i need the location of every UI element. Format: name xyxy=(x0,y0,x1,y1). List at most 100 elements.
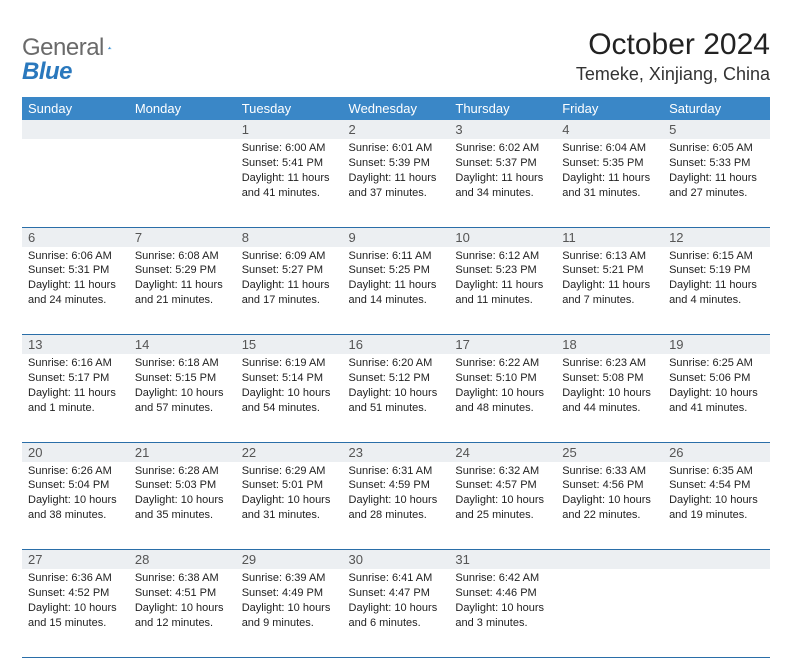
sunset-text: Sunset: 5:21 PM xyxy=(562,263,657,278)
day-number xyxy=(22,120,129,139)
day-cell: Sunrise: 6:05 AMSunset: 5:33 PMDaylight:… xyxy=(663,139,770,227)
brand-logo: General xyxy=(22,28,132,62)
day-cell-content: Sunrise: 6:42 AMSunset: 4:46 PMDaylight:… xyxy=(455,569,550,630)
sunset-text: Sunset: 5:37 PM xyxy=(455,156,550,171)
day-number: 5 xyxy=(663,120,770,139)
day-cell: Sunrise: 6:28 AMSunset: 5:03 PMDaylight:… xyxy=(129,462,236,550)
day-number: 23 xyxy=(343,442,450,462)
day-cell: Sunrise: 6:23 AMSunset: 5:08 PMDaylight:… xyxy=(556,354,663,442)
sunset-text: Sunset: 4:49 PM xyxy=(242,586,337,601)
day-cell: Sunrise: 6:32 AMSunset: 4:57 PMDaylight:… xyxy=(449,462,556,550)
day-cell: Sunrise: 6:25 AMSunset: 5:06 PMDaylight:… xyxy=(663,354,770,442)
sunrise-text: Sunrise: 6:01 AM xyxy=(349,141,444,156)
sunset-text: Sunset: 5:03 PM xyxy=(135,478,230,493)
day-cell: Sunrise: 6:16 AMSunset: 5:17 PMDaylight:… xyxy=(22,354,129,442)
day-cell: Sunrise: 6:08 AMSunset: 5:29 PMDaylight:… xyxy=(129,247,236,335)
calendar-table: SundayMondayTuesdayWednesdayThursdayFrid… xyxy=(22,97,770,658)
day-cell xyxy=(556,569,663,657)
day-cell: Sunrise: 6:11 AMSunset: 5:25 PMDaylight:… xyxy=(343,247,450,335)
daynum-row: 6789101112 xyxy=(22,227,770,247)
calendar-head: SundayMondayTuesdayWednesdayThursdayFrid… xyxy=(22,97,770,120)
daylight-text: Daylight: 10 hours and 9 minutes. xyxy=(242,601,337,631)
day-cell-content: Sunrise: 6:33 AMSunset: 4:56 PMDaylight:… xyxy=(562,462,657,523)
sunrise-text: Sunrise: 6:12 AM xyxy=(455,249,550,264)
content-row: Sunrise: 6:36 AMSunset: 4:52 PM Daylight:… xyxy=(22,569,770,657)
day-cell: Sunrise: 6:01 AMSunset: 5:39 PMDaylight:… xyxy=(343,139,450,227)
sunrise-text: Sunrise: 6:33 AM xyxy=(562,464,657,479)
day-cell: Sunrise: 6:20 AMSunset: 5:12 PMDaylight:… xyxy=(343,354,450,442)
day-cell-content: Sunrise: 6:06 AMSunset: 5:31 PMDaylight:… xyxy=(28,247,123,308)
daylight-text: Daylight: 10 hours and 6 minutes. xyxy=(349,601,444,631)
day-cell-content: Sunrise: 6:12 AMSunset: 5:23 PMDaylight:… xyxy=(455,247,550,308)
day-cell-content: Sunrise: 6:19 AMSunset: 5:14 PMDaylight:… xyxy=(242,354,337,415)
daylight-text: Daylight: 10 hours and 44 minutes. xyxy=(562,386,657,416)
sunset-text: Sunset: 4:52 PM xyxy=(28,586,123,601)
day-number: 7 xyxy=(129,227,236,247)
day-number: 12 xyxy=(663,227,770,247)
sunset-text: Sunset: 5:15 PM xyxy=(135,371,230,386)
day-number: 15 xyxy=(236,335,343,355)
day-cell-content: Sunrise: 6:15 AMSunset: 5:19 PMDaylight:… xyxy=(669,247,764,308)
daylight-text: Daylight: 11 hours and 21 minutes. xyxy=(135,278,230,308)
daylight-text: Daylight: 10 hours and 12 minutes. xyxy=(135,601,230,631)
day-number: 16 xyxy=(343,335,450,355)
day-cell-content: Sunrise: 6:31 AMSunset: 4:59 PMDaylight:… xyxy=(349,462,444,523)
sunset-text: Sunset: 5:27 PM xyxy=(242,263,337,278)
sunrise-text: Sunrise: 6:06 AM xyxy=(28,249,123,264)
day-number: 18 xyxy=(556,335,663,355)
day-cell-content: Sunrise: 6:05 AMSunset: 5:33 PMDaylight:… xyxy=(669,139,764,200)
sunrise-text: Sunrise: 6:29 AM xyxy=(242,464,337,479)
sunset-text: Sunset: 4:57 PM xyxy=(455,478,550,493)
day-cell: Sunrise: 6:22 AMSunset: 5:10 PMDaylight:… xyxy=(449,354,556,442)
sunset-text: Sunset: 5:04 PM xyxy=(28,478,123,493)
day-header: Friday xyxy=(556,97,663,120)
day-cell xyxy=(22,139,129,227)
sunset-text: Sunset: 4:54 PM xyxy=(669,478,764,493)
day-cell: Sunrise: 6:36 AMSunset: 4:52 PMDaylight:… xyxy=(22,569,129,657)
daylight-text: Daylight: 11 hours and 31 minutes. xyxy=(562,171,657,201)
day-number: 25 xyxy=(556,442,663,462)
day-number: 4 xyxy=(556,120,663,139)
day-number: 9 xyxy=(343,227,450,247)
day-number: 21 xyxy=(129,442,236,462)
day-cell-content: Sunrise: 6:22 AMSunset: 5:10 PMDaylight:… xyxy=(455,354,550,415)
sunrise-text: Sunrise: 6:35 AM xyxy=(669,464,764,479)
day-number: 26 xyxy=(663,442,770,462)
day-cell: Sunrise: 6:12 AMSunset: 5:23 PMDaylight:… xyxy=(449,247,556,335)
sunset-text: Sunset: 5:41 PM xyxy=(242,156,337,171)
day-number: 13 xyxy=(22,335,129,355)
daylight-text: Daylight: 11 hours and 37 minutes. xyxy=(349,171,444,201)
day-cell: Sunrise: 6:42 AMSunset: 4:46 PMDaylight:… xyxy=(449,569,556,657)
sunrise-text: Sunrise: 6:39 AM xyxy=(242,571,337,586)
day-number xyxy=(129,120,236,139)
day-cell: Sunrise: 6:18 AMSunset: 5:15 PMDaylight:… xyxy=(129,354,236,442)
daylight-text: Daylight: 11 hours and 11 minutes. xyxy=(455,278,550,308)
sunset-text: Sunset: 5:19 PM xyxy=(669,263,764,278)
day-cell: Sunrise: 6:09 AMSunset: 5:27 PMDaylight:… xyxy=(236,247,343,335)
daylight-text: Daylight: 10 hours and 19 minutes. xyxy=(669,493,764,523)
sunrise-text: Sunrise: 6:11 AM xyxy=(349,249,444,264)
brand-part2: Blue xyxy=(22,58,72,85)
day-cell: Sunrise: 6:29 AMSunset: 5:01 PMDaylight:… xyxy=(236,462,343,550)
sunrise-text: Sunrise: 6:38 AM xyxy=(135,571,230,586)
day-cell-content: Sunrise: 6:00 AMSunset: 5:41 PMDaylight:… xyxy=(242,139,337,200)
sunrise-text: Sunrise: 6:25 AM xyxy=(669,356,764,371)
day-number: 28 xyxy=(129,550,236,570)
day-number: 19 xyxy=(663,335,770,355)
day-cell-content: Sunrise: 6:32 AMSunset: 4:57 PMDaylight:… xyxy=(455,462,550,523)
sunrise-text: Sunrise: 6:41 AM xyxy=(349,571,444,586)
title-block: October 2024 Temeke, Xinjiang, China xyxy=(576,28,770,85)
sunrise-text: Sunrise: 6:36 AM xyxy=(28,571,123,586)
sunset-text: Sunset: 5:23 PM xyxy=(455,263,550,278)
sunset-text: Sunset: 4:59 PM xyxy=(349,478,444,493)
day-cell-content: Sunrise: 6:18 AMSunset: 5:15 PMDaylight:… xyxy=(135,354,230,415)
sunrise-text: Sunrise: 6:20 AM xyxy=(349,356,444,371)
daynum-row: 20212223242526 xyxy=(22,442,770,462)
sunrise-text: Sunrise: 6:31 AM xyxy=(349,464,444,479)
sunset-text: Sunset: 5:12 PM xyxy=(349,371,444,386)
day-number: 17 xyxy=(449,335,556,355)
daynum-row: 13141516171819 xyxy=(22,335,770,355)
day-cell: Sunrise: 6:41 AMSunset: 4:47 PMDaylight:… xyxy=(343,569,450,657)
daylight-text: Daylight: 10 hours and 41 minutes. xyxy=(669,386,764,416)
sunset-text: Sunset: 5:33 PM xyxy=(669,156,764,171)
